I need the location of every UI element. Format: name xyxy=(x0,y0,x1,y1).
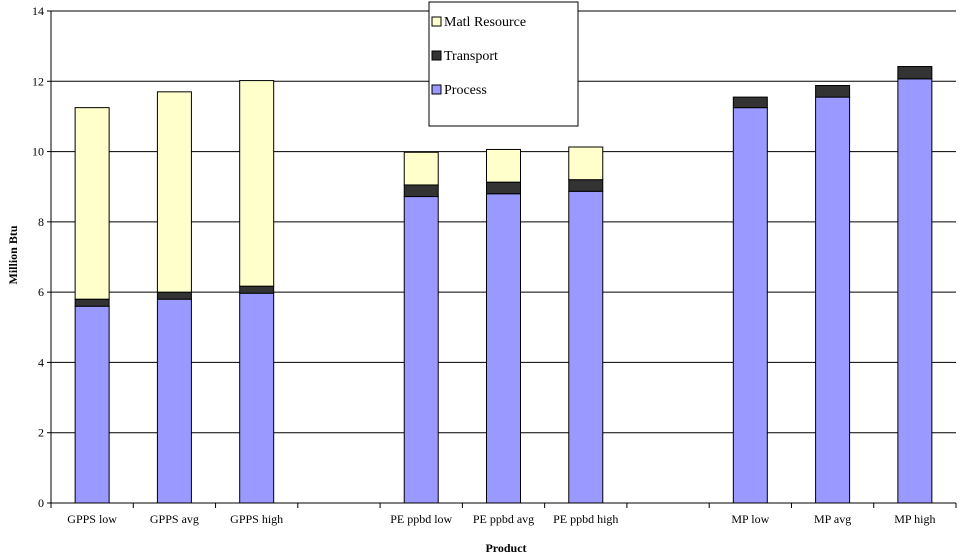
x-tick-label: GPPS high xyxy=(230,512,283,526)
y-tick-label: 10 xyxy=(32,145,44,159)
bar-segment-transport xyxy=(815,85,851,98)
bar-segment-matl-resource xyxy=(403,151,439,186)
bar-segment-process xyxy=(732,107,768,504)
x-axis-title: Product xyxy=(485,541,526,555)
bar-segment-transport xyxy=(486,181,521,195)
bar-segment-process xyxy=(815,96,851,504)
bar-segment-transport xyxy=(897,66,933,80)
bar-segment-transport xyxy=(403,184,439,198)
y-tick-labels: 0 2 4 6 8 10 12 14 xyxy=(32,4,44,510)
legend-swatch xyxy=(431,84,442,95)
bar-segment-process xyxy=(156,298,192,504)
y-tick-label: 0 xyxy=(38,496,44,510)
legend-swatch xyxy=(431,50,442,61)
y-tick-label: 6 xyxy=(38,285,44,299)
y-tick-label: 12 xyxy=(32,74,44,88)
bars xyxy=(74,66,933,504)
x-tick-label: PE ppbd high xyxy=(553,512,618,526)
bar-segment-process xyxy=(239,292,275,504)
axes xyxy=(47,10,957,508)
x-tick-label: PE ppbd avg xyxy=(473,512,534,526)
y-axis-title: Million Btu xyxy=(6,225,20,284)
x-tick-label: MP high xyxy=(894,512,935,526)
legend-label: Process xyxy=(444,83,487,98)
bar-segment-transport xyxy=(732,96,768,109)
bar-segment-process xyxy=(568,190,604,504)
bar-segment-matl-resource xyxy=(239,80,275,287)
y-tick-label: 14 xyxy=(32,4,44,18)
bar-segment-matl-resource xyxy=(74,107,110,300)
bar-segment-process xyxy=(897,78,933,504)
bar-segment-transport xyxy=(156,291,192,300)
x-tick-label: GPPS avg xyxy=(150,512,199,526)
y-tick-label: 8 xyxy=(38,215,44,229)
bar-segment-process xyxy=(74,305,110,504)
bar-segment-transport xyxy=(74,298,110,307)
bar-segment-transport xyxy=(239,285,275,294)
y-tick-label: 4 xyxy=(38,355,44,369)
x-tick-label: MP avg xyxy=(814,512,851,526)
bar-segment-matl-resource xyxy=(568,146,604,181)
bar-segment-process xyxy=(403,196,439,504)
bar-segment-matl-resource xyxy=(486,148,521,183)
bar-segment-transport xyxy=(568,179,604,192)
legend-label: Transport xyxy=(444,49,498,64)
legend-box xyxy=(428,1,579,127)
legend-swatch xyxy=(431,16,442,27)
x-tick-label: PE ppbd low xyxy=(390,512,452,526)
bar-segment-process xyxy=(486,193,521,504)
y-tick-label: 2 xyxy=(38,426,44,440)
legend-label: Matl Resource xyxy=(444,15,526,30)
x-tick-labels: GPPS low GPPS avg GPPS high PE ppbd low PE p… xyxy=(67,512,935,526)
x-tick-label: GPPS low xyxy=(67,512,117,526)
bar-segment-matl-resource xyxy=(156,91,192,293)
legend: Matl Resource Transport Process xyxy=(428,1,579,127)
x-tick-label: MP low xyxy=(731,512,769,526)
